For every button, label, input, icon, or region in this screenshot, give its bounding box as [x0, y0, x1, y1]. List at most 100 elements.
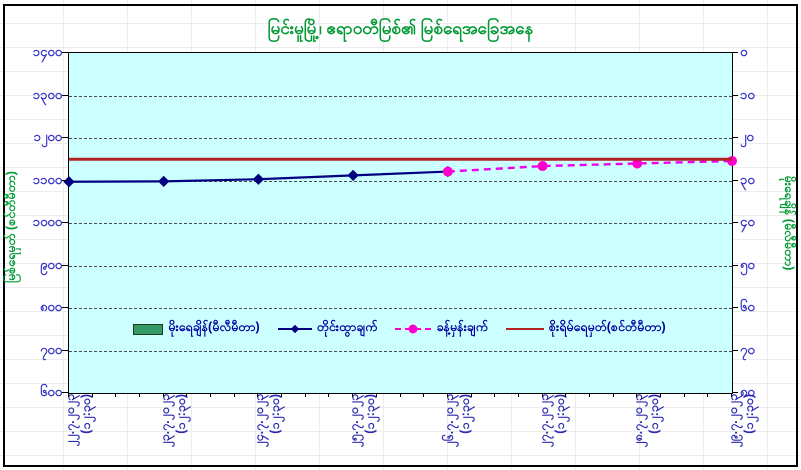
- x-axis-tick: [352, 393, 354, 397]
- data-point-marker: [632, 158, 643, 169]
- data-point-marker: [727, 155, 737, 166]
- x-axis-label: ၂၂.၇.၂၀၂၃ (၁၂:၃၀): [62, 394, 94, 470]
- data-point-marker: [252, 173, 265, 185]
- left-axis-tick-label: ၁၁၀၀: [32, 171, 62, 187]
- axis-tick: [732, 179, 738, 181]
- x-axis-tick: [588, 393, 590, 397]
- axis-tick: [62, 307, 68, 308]
- legend-label: ခန့်မှန်းချက်: [436, 320, 488, 334]
- x-axis-tick: [210, 393, 212, 397]
- x-axis-tick: [162, 393, 164, 397]
- left-axis-tick-label: ၁၀၀၀: [32, 214, 62, 229]
- x-axis-tick: [399, 393, 401, 397]
- data-point-marker: [347, 169, 359, 182]
- x-axis-label: ၂၈.၇.၂၀၂၃ (၁၂:၃၀): [630, 394, 662, 470]
- right-axis-tick-label: ၇၀: [740, 341, 755, 357]
- gridline: [69, 223, 732, 224]
- data-point-marker: [63, 176, 75, 188]
- x-axis-label: ၂၉.၇.၂၀၂၃ (၁၂:၃၀): [725, 394, 757, 470]
- legend-item-danger-level: စိုးရိမ်ရေမှတ်(စင်တီမီတာ): [505, 320, 666, 338]
- legend-label: စိုးရိမ်ရေမှတ်(စင်တီမီတာ): [548, 320, 666, 334]
- x-axis-tick: [731, 393, 732, 397]
- x-axis-label-date: ၂၂.၇.၂၀၂၃: [63, 394, 77, 447]
- legend-swatch-observed-line: [277, 323, 312, 335]
- x-axis-label-time: (၁၂:၃၀): [457, 394, 472, 434]
- x-axis-tick: [68, 393, 69, 397]
- gridline: [69, 95, 732, 97]
- x-axis-tick: [636, 393, 638, 397]
- axis-tick: [62, 137, 68, 138]
- x-axis-tick: [328, 393, 330, 397]
- legend-label: တိုင်းထွာချက်: [316, 320, 378, 334]
- right-axis-tick-label: ၁၀: [740, 86, 755, 102]
- x-axis-label-time: (၁၂:၃၀): [552, 394, 567, 434]
- x-axis-tick: [707, 393, 709, 397]
- gridline: [69, 180, 732, 182]
- legend-item-observed: တိုင်းထွာချက်: [277, 320, 378, 338]
- data-point-marker: [158, 175, 170, 188]
- axis-tick: [62, 392, 68, 393]
- left-axis-tick-label: ၁၄၀၀: [32, 44, 62, 59]
- right-axis-tick-label: ၀: [740, 44, 748, 59]
- legend-label: မိုးရေချိန်(မီလီမီတာ): [168, 320, 260, 334]
- x-axis-label: ၂၃.၇.၂၀၂၃ (၁၂:၃၀): [157, 394, 189, 470]
- x-axis-tick: [304, 393, 306, 397]
- axis-tick: [62, 222, 68, 223]
- chart-title: မြင်းမူမြို့၊ ဧရာဝတီမြစ်၏ မြစ်ရေအခြေအနေ: [267, 19, 534, 38]
- x-axis-tick: [659, 393, 661, 397]
- axis-tick: [732, 349, 738, 351]
- axis-tick: [62, 179, 68, 181]
- axis-tick: [732, 137, 738, 138]
- x-axis-label-date: ၂၅.၇.၂၀၂၃: [347, 394, 362, 448]
- legend-swatch-danger-line: [505, 323, 544, 335]
- x-axis-tick: [257, 393, 259, 397]
- gridline: [69, 308, 732, 309]
- x-axis-tick: [115, 393, 117, 397]
- x-axis-label-date: ၂၄.၇.၂၀၂၃: [252, 394, 267, 448]
- x-axis-tick: [139, 393, 141, 397]
- legend-swatch-forecast-line: [395, 323, 432, 335]
- legend: မိုးရေချိန်(မီလီမီတာ) တိုင်းထွာချက် ခန့်…: [68, 318, 731, 340]
- legend-swatch-rainfall-bar: [133, 323, 164, 335]
- left-axis-tick-label: ၈၀၀: [39, 299, 62, 314]
- right-axis-tick-label: ၃၀: [740, 171, 755, 187]
- x-axis-tick: [375, 393, 377, 397]
- x-axis-label-date: ၂၃.၇.၂၀၂၃: [157, 394, 172, 448]
- x-axis-label: ၂၄.၇.၂၀၂၃ (၁၂:၃၀): [251, 394, 283, 470]
- axis-tick: [732, 392, 738, 393]
- plot-area: [63, 52, 737, 394]
- legend-item-forecast: ခန့်မှန်းချက်: [395, 320, 488, 338]
- data-point-marker: [442, 166, 453, 177]
- x-axis-label-date: ၂၉.၇.၂၀၂၃: [726, 394, 740, 448]
- left-axis-tick-label: ၉၀၀: [40, 256, 62, 272]
- legend-item-rainfall: မိုးရေချိန်(မီလီမီတာ): [133, 320, 260, 338]
- axis-tick: [62, 52, 68, 53]
- axis-tick: [732, 94, 738, 96]
- x-axis-tick: [612, 393, 614, 397]
- x-axis-label-time: (၁၂:၃၀): [79, 394, 93, 434]
- right-axis-tick-label: ၈၀: [740, 384, 755, 399]
- x-axis-label-time: (၁၂:၃၀): [647, 394, 662, 434]
- x-axis-tick: [565, 393, 567, 397]
- x-axis-tick: [233, 393, 235, 397]
- left-axis-tick-label: ၁၂၀၀: [33, 129, 62, 144]
- gridline: [69, 350, 732, 352]
- x-axis-tick: [423, 393, 425, 397]
- x-axis-label: ၂၇.၇.၂၀၂၃ (၁၂:၃၀): [536, 394, 568, 470]
- gridline: [69, 138, 732, 139]
- series-canvas: [63, 155, 737, 188]
- axis-tick: [732, 222, 738, 223]
- x-axis-label-time: (၁၂:၃၀): [173, 394, 188, 434]
- x-axis-label: ၂၅.၇.၂၀၂၃ (၁၂:၃၀): [346, 394, 378, 470]
- axis-tick: [62, 94, 68, 96]
- x-axis-tick: [683, 393, 685, 397]
- x-axis-label-date: ၂၆.၇.၂၀၂၃: [441, 394, 456, 448]
- axis-tick: [62, 349, 68, 351]
- axis-tick: [732, 52, 738, 53]
- gridline: [69, 265, 732, 267]
- x-axis-label-time: (၁၂:၃၀): [742, 394, 756, 434]
- x-axis-tick: [470, 393, 472, 397]
- right-axis-tick-label: ၂၀: [740, 129, 754, 144]
- x-axis-label-time: (၁၂:၃၀): [363, 394, 378, 434]
- x-axis-tick: [494, 393, 496, 397]
